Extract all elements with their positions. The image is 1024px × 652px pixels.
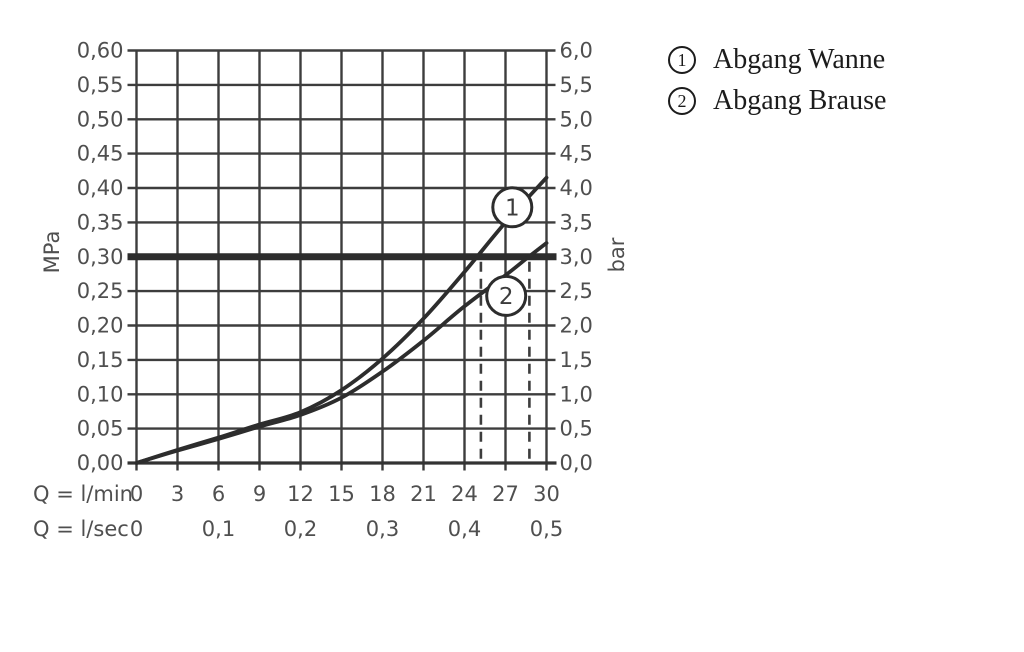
y-axis-left-title: MPa	[40, 231, 64, 274]
legend-item-brause: 2 Abgang Brause	[668, 85, 887, 116]
legend-symbol-1-number: 1	[677, 49, 687, 70]
x-lmin-tick-label: 21	[410, 482, 437, 506]
curve-2	[134, 241, 549, 465]
y-right-tick-label: 4,5	[560, 142, 593, 166]
y-axis-left-labels: 0,60 0,55 0,50 0,45 0,40 0,35 0,30 0,25 0,20 0,15…	[77, 39, 124, 476]
y-right-tick-label: 6,0	[560, 39, 593, 63]
y-right-tick-label: 2,5	[560, 279, 593, 303]
y-right-tick-label: 0,5	[560, 417, 593, 441]
y-right-tick-label: 0,0	[560, 451, 593, 475]
x-lmin-tick-label: 24	[451, 482, 478, 506]
y-right-tick-label: 3,5	[560, 210, 593, 234]
legend-item-wanne: 1 Abgang Wanne	[668, 44, 886, 75]
x-lmin-tick-label: 15	[328, 482, 355, 506]
y-right-tick-label: 2,0	[560, 314, 593, 338]
x-lmin-tick-label: 12	[287, 482, 314, 506]
curve-marker-1: 1	[491, 186, 534, 229]
marker-circle-1	[491, 186, 534, 229]
legend-label-brause: Abgang Brause	[713, 85, 887, 116]
marker-circle-2	[485, 274, 528, 317]
y-left-tick-label: 0,40	[77, 176, 124, 200]
x-lsec-tick-label: 0,5	[530, 517, 563, 541]
x-lmin-tick-label: 0	[130, 482, 143, 506]
marker-number-2: 2	[499, 284, 514, 310]
x-lmin-tick-label: 30	[533, 482, 560, 506]
y-left-tick-label: 0,50	[77, 107, 124, 131]
y-right-tick-label: 1,0	[560, 382, 593, 406]
legend-symbol-2-number: 2	[677, 90, 687, 111]
x-lmin-tick-label: 6	[212, 482, 225, 506]
x-axis-lsec-title: Q = l/sec	[33, 517, 129, 541]
x-lmin-tick-label: 9	[253, 482, 266, 506]
legend-symbol-2-icon: 2	[668, 87, 696, 115]
y-left-tick-label: 0,20	[77, 314, 124, 338]
grid	[127, 49, 556, 471]
y-left-tick-label: 0,45	[77, 142, 124, 166]
x-lsec-tick-label: 0	[130, 517, 143, 541]
x-lsec-tick-label: 0,1	[202, 517, 235, 541]
chart-legend: 1 Abgang Wanne 2 Abgang Brause	[668, 44, 887, 127]
x-lsec-tick-label: 0,4	[448, 517, 481, 541]
y-left-tick-label: 0,60	[77, 39, 124, 63]
legend-label-wanne: Abgang Wanne	[713, 44, 886, 75]
x-lmin-tick-label: 3	[171, 482, 184, 506]
curve-marker-2: 2	[485, 274, 528, 317]
y-left-tick-label: 0,15	[77, 348, 124, 372]
y-right-tick-label: 4,0	[560, 176, 593, 200]
y-axis-right-labels: 6,0 5,5 5,0 4,5 4,0 3,5 3,0 2,5 2,0 1,5 1,0 0,5 0,0	[560, 39, 593, 476]
y-left-tick-label: 0,35	[77, 210, 124, 234]
legend-symbol-1-icon: 1	[668, 46, 696, 74]
y-left-tick-label: 0,55	[77, 73, 124, 97]
y-right-tick-label: 1,5	[560, 348, 593, 372]
y-left-tick-label: 0,30	[77, 245, 124, 269]
y-left-tick-label: 0,00	[77, 451, 124, 475]
marker-number-1: 1	[505, 195, 520, 221]
y-left-tick-label: 0,10	[77, 382, 124, 406]
y-right-tick-label: 5,0	[560, 107, 593, 131]
x-lsec-tick-label: 0,3	[366, 517, 399, 541]
x-axis-lmin-title: Q = l/min	[33, 482, 133, 506]
x-lmin-tick-label: 27	[492, 482, 519, 506]
y-axis-right-title: bar	[605, 237, 629, 272]
y-right-tick-label: 5,5	[560, 73, 593, 97]
y-right-tick-label: 3,0	[560, 245, 593, 269]
x-axis-lsec-labels: Q = l/sec 0 0,1 0,2 0,3 0,4 0,5	[33, 517, 563, 541]
x-lsec-tick-label: 0,2	[284, 517, 317, 541]
y-left-tick-label: 0,25	[77, 279, 124, 303]
x-lmin-tick-label: 18	[369, 482, 396, 506]
y-left-tick-label: 0,05	[77, 417, 124, 441]
